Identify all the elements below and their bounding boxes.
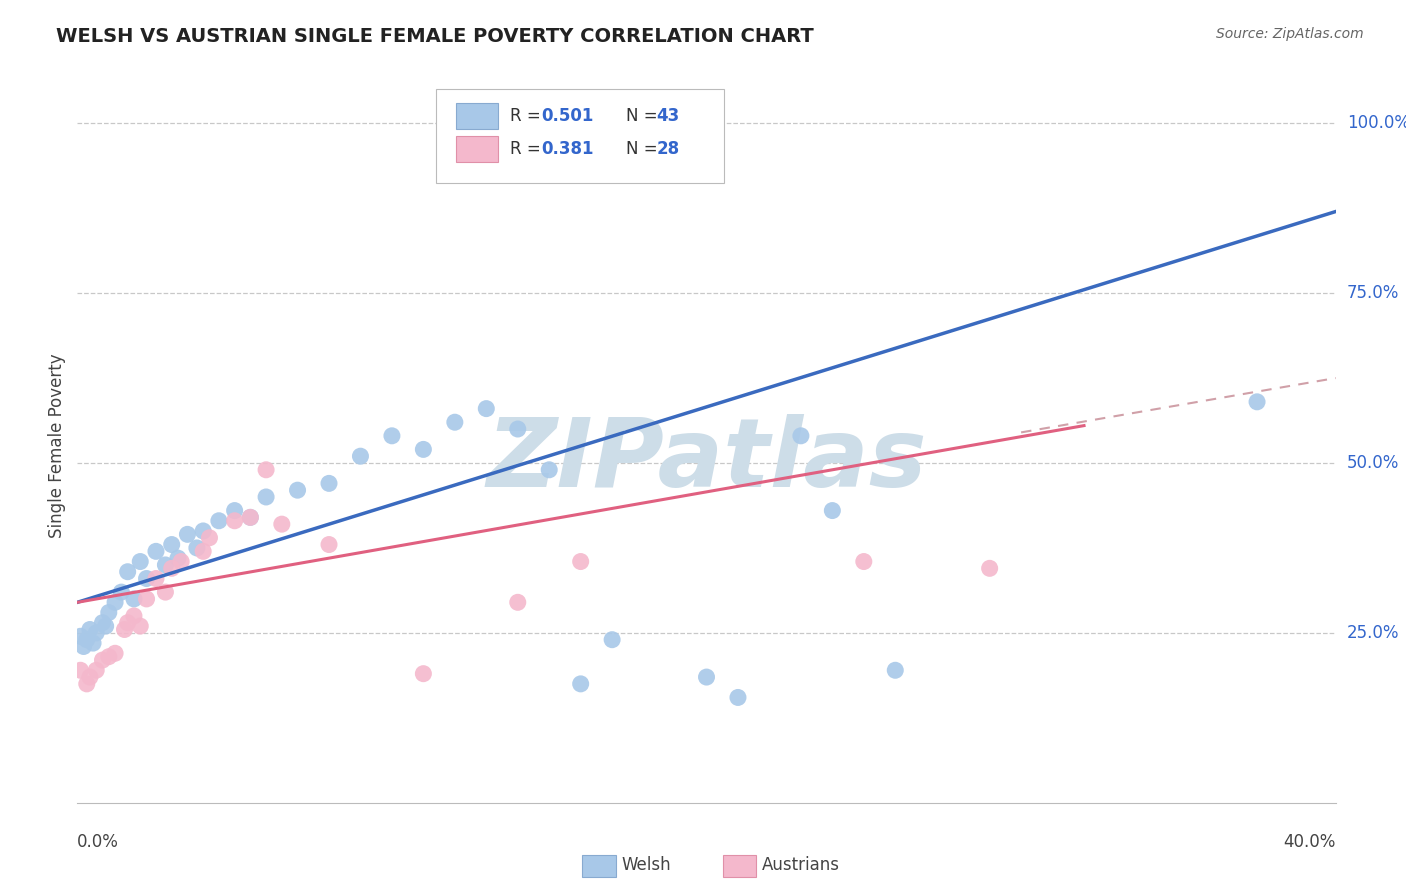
Point [72, 640, 94, 654]
Point [104, 646, 127, 660]
Point [979, 561, 1001, 575]
Point [145, 544, 167, 558]
Point [145, 572, 167, 586]
Text: 75.0%: 75.0% [1347, 284, 1399, 302]
Point [600, 632, 623, 647]
Text: 40.0%: 40.0% [1284, 833, 1336, 851]
Point [412, 442, 434, 457]
Point [852, 555, 875, 569]
Point [114, 623, 136, 637]
Text: 50.0%: 50.0% [1347, 454, 1399, 472]
Point [318, 537, 340, 551]
Text: Source: ZipAtlas.com: Source: ZipAtlas.com [1216, 27, 1364, 41]
Point [224, 503, 246, 517]
Point [167, 551, 190, 566]
Text: R =: R = [510, 107, 547, 125]
Point [129, 555, 152, 569]
Point [84, 663, 107, 677]
Text: ZIPatlas: ZIPatlas [486, 414, 927, 507]
Text: 28: 28 [657, 140, 679, 158]
Point [191, 524, 215, 538]
Point [569, 555, 592, 569]
Point [97, 649, 120, 664]
Point [104, 595, 127, 609]
Point [186, 541, 208, 555]
Point [790, 429, 813, 443]
Text: WELSH VS AUSTRIAN SINGLE FEMALE POVERTY CORRELATION CHART: WELSH VS AUSTRIAN SINGLE FEMALE POVERTY … [56, 27, 814, 45]
Point [170, 555, 193, 569]
Text: R =: R = [510, 140, 547, 158]
Point [155, 558, 177, 572]
Text: 25.0%: 25.0% [1347, 624, 1399, 642]
Text: 100.0%: 100.0% [1347, 114, 1406, 132]
Point [129, 619, 152, 633]
Point [76, 632, 98, 647]
Point [287, 483, 309, 498]
Point [76, 677, 98, 691]
Text: Welsh: Welsh [621, 856, 671, 874]
Text: N =: N = [626, 107, 662, 125]
Point [176, 527, 198, 541]
Point [160, 537, 183, 551]
Point [254, 490, 277, 504]
Point [97, 606, 120, 620]
Point [117, 565, 139, 579]
Point [444, 415, 467, 429]
Point [160, 561, 183, 575]
Point [117, 615, 139, 630]
Point [208, 514, 231, 528]
Point [506, 595, 529, 609]
Point [270, 517, 292, 532]
Point [239, 510, 262, 524]
Point [318, 476, 340, 491]
Text: 43: 43 [657, 107, 681, 125]
Point [110, 585, 132, 599]
Text: 0.0%: 0.0% [77, 833, 120, 851]
Point [1246, 394, 1268, 409]
Point [381, 429, 404, 443]
Text: Austrians: Austrians [762, 856, 839, 874]
Point [91, 653, 114, 667]
Point [224, 514, 246, 528]
Text: 0.381: 0.381 [541, 140, 593, 158]
Point [506, 422, 529, 436]
Point [239, 510, 262, 524]
Point [412, 666, 434, 681]
Point [122, 608, 145, 623]
Point [475, 401, 498, 416]
Point [349, 449, 371, 463]
Point [69, 663, 91, 677]
Y-axis label: Single Female Poverty: Single Female Poverty [48, 354, 66, 538]
Point [198, 531, 221, 545]
Point [82, 636, 104, 650]
Point [122, 591, 145, 606]
Point [569, 677, 592, 691]
Point [135, 572, 157, 586]
Point [696, 670, 718, 684]
Point [155, 585, 177, 599]
Point [821, 503, 844, 517]
Text: N =: N = [626, 140, 662, 158]
Point [91, 615, 114, 630]
Point [79, 623, 101, 637]
Point [191, 544, 215, 558]
Point [94, 619, 117, 633]
Point [69, 629, 91, 643]
Point [254, 463, 277, 477]
Point [84, 626, 107, 640]
Point [727, 690, 749, 705]
Text: 0.501: 0.501 [541, 107, 593, 125]
Point [135, 591, 157, 606]
Point [884, 663, 907, 677]
Point [79, 670, 101, 684]
Point [538, 463, 561, 477]
